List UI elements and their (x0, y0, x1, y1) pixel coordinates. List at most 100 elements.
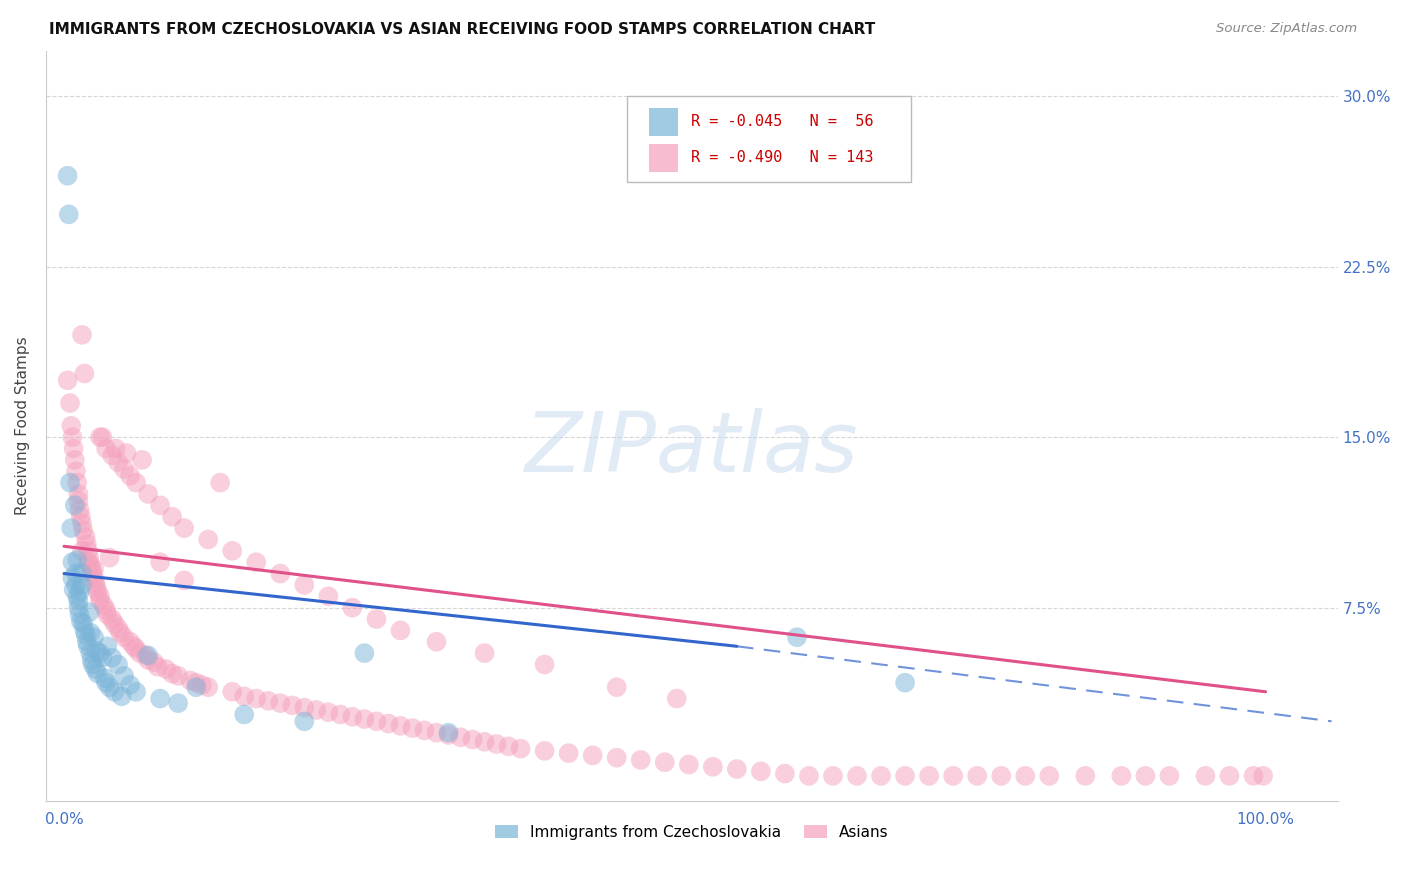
Point (107, 455, 129, 469)
Point (63, 453, 86, 467)
Point (269, 566, 291, 581)
Point (94, 603, 117, 617)
Point (155, 662, 177, 676)
Point (533, 657, 555, 672)
Point (1251, 769, 1274, 783)
Point (110, 625, 132, 640)
Point (749, 764, 772, 779)
Point (80, 562, 103, 576)
Point (509, 741, 531, 756)
Point (69, 503, 91, 517)
Point (79, 625, 101, 640)
Point (725, 762, 748, 776)
Point (377, 716, 399, 731)
Point (143, 655, 166, 669)
Point (120, 468, 142, 483)
Point (173, 521, 195, 535)
Point (56, 169, 79, 183)
Point (86, 580, 108, 594)
Point (1038, 769, 1060, 783)
Point (66, 553, 89, 567)
Point (75, 530, 97, 544)
Point (846, 769, 869, 783)
Point (58, 207, 80, 221)
Text: R = -0.045   N =  56: R = -0.045 N = 56 (690, 114, 873, 129)
Point (67, 493, 90, 508)
Point (233, 707, 256, 722)
Point (94, 671, 117, 685)
Point (318, 589, 340, 603)
Point (894, 675, 917, 690)
Point (69, 607, 91, 622)
Point (678, 757, 700, 772)
Point (167, 669, 190, 683)
Text: IMMIGRANTS FROM CZECHOSLOVAKIA VS ASIAN RECEIVING FOOD STAMPS CORRELATION CHART: IMMIGRANTS FROM CZECHOSLOVAKIA VS ASIAN … (49, 22, 876, 37)
Point (122, 640, 145, 654)
Legend: Immigrants from Czechoslovakia, Asians: Immigrants from Czechoslovakia, Asians (489, 819, 894, 846)
Point (107, 621, 129, 635)
Point (870, 769, 893, 783)
Point (89, 430, 111, 444)
Point (498, 739, 520, 754)
Point (292, 714, 315, 729)
Point (990, 769, 1012, 783)
Point (461, 732, 484, 747)
Point (413, 723, 436, 738)
Point (173, 574, 195, 588)
Y-axis label: Receiving Food Stamps: Receiving Food Stamps (15, 336, 30, 515)
Point (76, 634, 98, 648)
Point (91, 650, 114, 665)
Text: ZIPatlas: ZIPatlas (524, 408, 859, 489)
Point (62, 582, 84, 597)
Point (966, 769, 988, 783)
Point (69, 615, 91, 629)
Point (125, 641, 148, 656)
Point (160, 666, 183, 681)
Point (654, 756, 676, 770)
Point (66, 475, 89, 490)
Point (786, 630, 808, 644)
Point (70, 566, 93, 581)
Point (65, 578, 87, 592)
Point (82, 566, 104, 581)
Point (606, 750, 628, 764)
Point (191, 678, 214, 692)
Point (86, 666, 108, 681)
Point (942, 769, 965, 783)
Point (70, 516, 93, 531)
Point (115, 446, 138, 460)
Point (77, 605, 100, 619)
Point (101, 650, 124, 665)
Point (197, 533, 219, 547)
Point (136, 487, 159, 501)
Point (73, 624, 96, 638)
Point (702, 760, 724, 774)
Point (1218, 769, 1240, 783)
Point (75, 628, 97, 642)
Point (1074, 769, 1097, 783)
Point (131, 453, 153, 467)
Point (797, 769, 820, 783)
Point (67, 600, 90, 615)
Point (89, 594, 111, 608)
Point (65, 464, 87, 478)
Point (318, 705, 340, 719)
Point (72, 616, 94, 631)
FancyBboxPatch shape (627, 95, 911, 182)
Point (353, 646, 375, 660)
Point (1135, 769, 1157, 783)
Point (59, 396, 82, 410)
Point (186, 680, 208, 694)
Point (83, 571, 105, 585)
Point (128, 646, 150, 660)
Point (665, 691, 688, 706)
Point (56, 373, 79, 387)
Point (62, 442, 84, 456)
Point (60, 571, 83, 585)
Point (103, 616, 125, 631)
Point (821, 769, 844, 783)
Point (474, 735, 496, 749)
Point (1194, 769, 1216, 783)
Point (91, 430, 114, 444)
Point (60, 521, 83, 535)
